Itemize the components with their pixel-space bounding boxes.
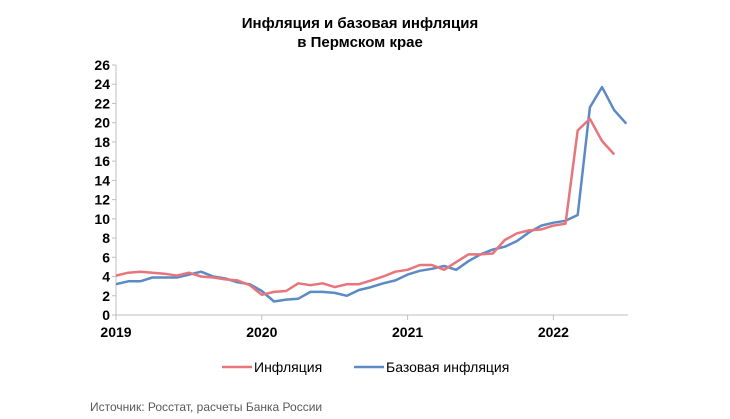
y-tick-label: 4 [102, 269, 110, 285]
x-tick-label: 2020 [246, 324, 277, 340]
core-inflation-line [115, 85, 628, 303]
y-tick-label: 0 [102, 307, 110, 323]
y-tick-label: 14 [94, 172, 110, 188]
y-tick-label: 2 [102, 288, 110, 304]
y-tick-label: 22 [94, 95, 110, 111]
legend-inflation-label: Инфляция [254, 359, 322, 375]
y-tick-label: 10 [94, 211, 110, 227]
x-tick-label: 2019 [100, 324, 131, 340]
y-tick-label: 20 [94, 115, 110, 131]
inflation-line [115, 117, 616, 297]
y-tick-label: 26 [94, 57, 110, 73]
chart-title-line1: Инфляция и базовая инфляция [241, 15, 479, 32]
chart-title-line2: в Пермском крае [297, 34, 423, 51]
x-tick-label: 2021 [392, 324, 423, 340]
y-tick-label: 18 [94, 134, 110, 150]
y-tick-label: 6 [102, 249, 110, 265]
y-tick-label: 16 [94, 153, 110, 169]
legend-core-inflation-label: Базовая инфляция [386, 359, 509, 375]
y-tick-label: 12 [94, 192, 110, 208]
y-tick-label: 24 [94, 76, 110, 92]
x-tick-label: 2022 [538, 324, 569, 340]
y-tick-label: 8 [102, 230, 110, 246]
source-note: Источник: Росстат, расчеты Банка России [90, 400, 323, 414]
